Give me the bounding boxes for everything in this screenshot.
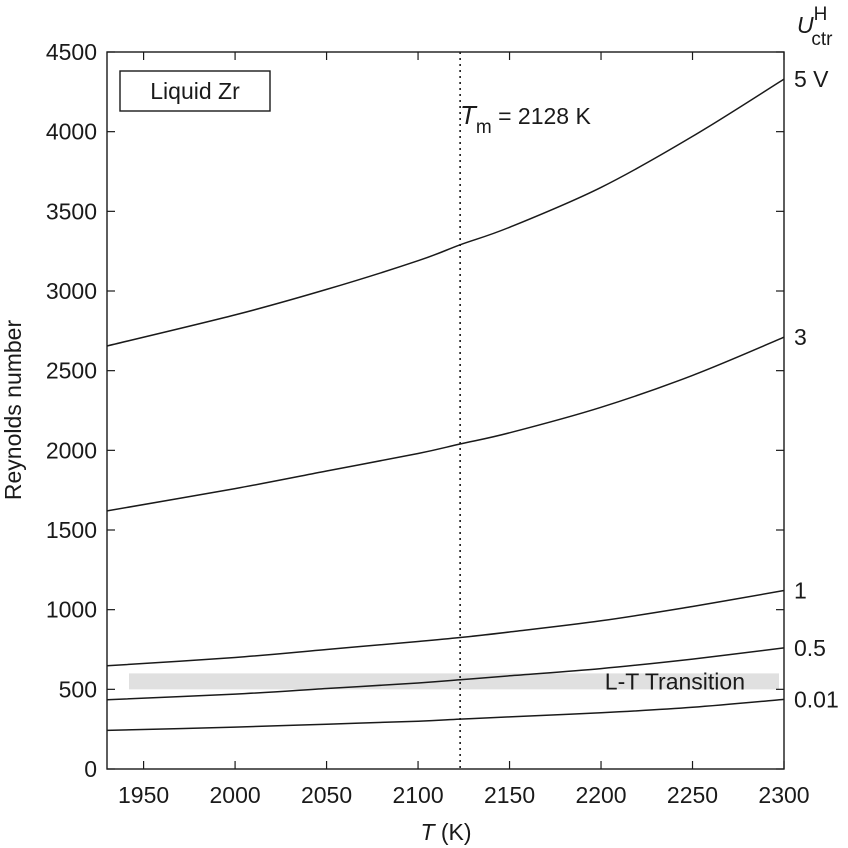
series-line-4 [106, 698, 785, 732]
labels: 5 V 3 1 0.5 0.01 1950 2000 2050 2100 2150 2200 2250… [0, 4, 839, 845]
series-label-0: 5 V [794, 66, 829, 92]
y-tick-label-6: 3000 [46, 278, 97, 304]
y-tick-label-4: 2000 [46, 437, 97, 463]
series-label-4: 0.01 [794, 686, 839, 712]
series-line-3 [106, 647, 785, 701]
x-tick-label-6: 2250 [667, 782, 718, 808]
x-tick-label-2: 2050 [301, 782, 352, 808]
y-tick-label-5: 2500 [46, 358, 97, 384]
series-line-1 [106, 336, 785, 512]
y-tick-label-3: 1500 [46, 517, 97, 543]
x-tick-label-1: 2000 [209, 782, 260, 808]
series-label-1: 3 [794, 324, 807, 350]
x-tick-label-5: 2200 [575, 782, 626, 808]
x-tick-label-3: 2100 [392, 782, 443, 808]
x-tick-label-7: 2300 [758, 782, 809, 808]
y-tick-label-8: 4000 [46, 119, 97, 145]
x-tick-label-4: 2150 [484, 782, 535, 808]
y-tick-label-2: 1000 [46, 597, 97, 623]
plot-frame [106, 51, 785, 770]
transition-band-layer [129, 673, 779, 690]
transition-band [129, 673, 779, 690]
series-line-2 [106, 589, 785, 667]
x-axis-title: T (K) [420, 819, 471, 845]
series-line-0 [106, 78, 785, 347]
y-tick-label-9: 4500 [46, 39, 97, 65]
legend-title: UH ctr [797, 4, 833, 50]
transition-band-label: L-T Transition [605, 668, 745, 694]
legend-box-text: Liquid Zr [150, 78, 240, 104]
axes [106, 51, 785, 770]
series-label-3: 0.5 [794, 635, 826, 661]
series-layer [106, 78, 785, 732]
melting-point-label: Tm = 2128 K [460, 100, 591, 138]
x-tick-label-0: 1950 [118, 782, 169, 808]
series-label-2: 1 [794, 578, 807, 604]
y-tick-label-1: 500 [59, 676, 97, 702]
y-tick-label-7: 3500 [46, 198, 97, 224]
y-tick-label-0: 0 [84, 756, 97, 782]
y-axis-title: Reynolds number [0, 320, 26, 501]
legend-box [119, 70, 271, 112]
